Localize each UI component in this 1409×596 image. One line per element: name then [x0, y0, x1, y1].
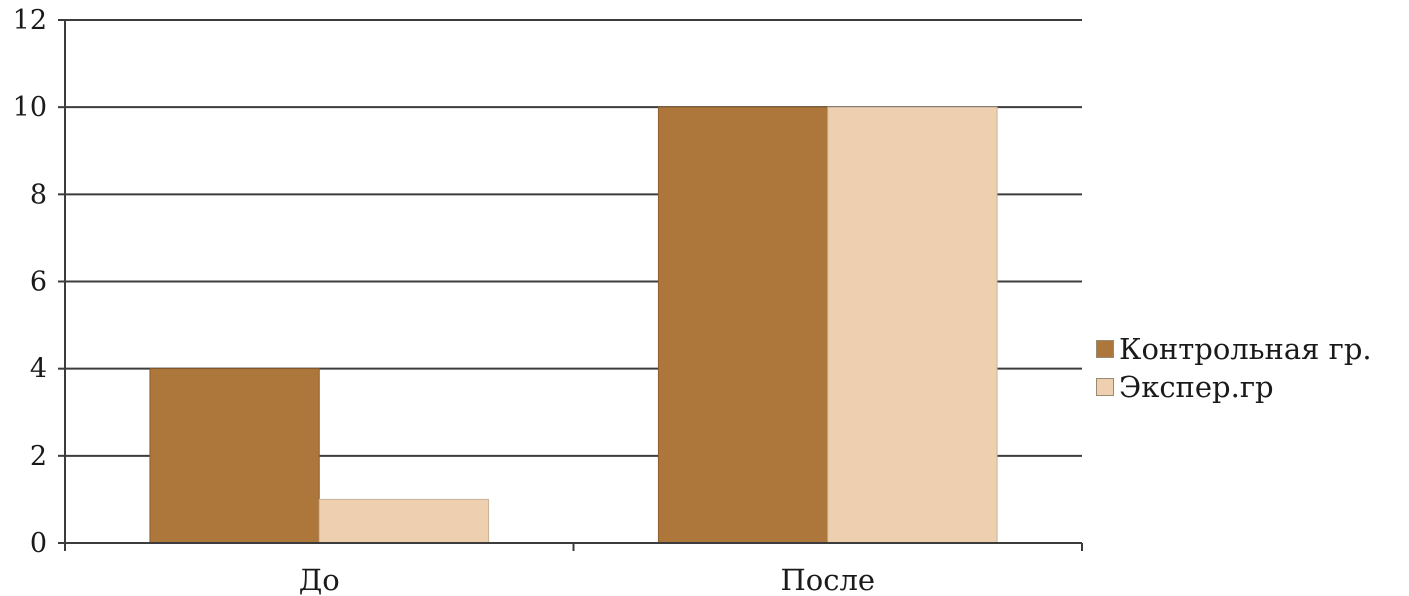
x-tick-label-0: До [299, 563, 340, 596]
bar-series0-cat1 [657, 106, 829, 544]
legend-swatch-control [1096, 340, 1114, 358]
bar-series1-cat1 [827, 106, 998, 544]
y-tick-label-12: 12 [13, 5, 47, 36]
x-tick-label-1: После [780, 563, 875, 596]
y-tick-label-10: 10 [13, 92, 47, 123]
bar-series1-cat0 [318, 498, 490, 544]
y-tick-label-4: 4 [30, 354, 47, 385]
legend-item-control: Контрольная гр. [1096, 330, 1372, 368]
legend-item-experimental: Экспер.гр [1096, 368, 1372, 406]
y-tick-label-2: 2 [30, 441, 47, 472]
legend-label-control: Контрольная гр. [1119, 332, 1372, 366]
y-tick-label-6: 6 [30, 267, 47, 298]
y-tick-label-0: 0 [30, 528, 47, 559]
bar-series0-cat0 [149, 368, 320, 544]
legend-swatch-experimental [1096, 378, 1114, 396]
y-tick-label-8: 8 [30, 179, 47, 210]
legend: Контрольная гр. Экспер.гр [1096, 330, 1372, 406]
legend-label-experimental: Экспер.гр [1119, 370, 1274, 404]
